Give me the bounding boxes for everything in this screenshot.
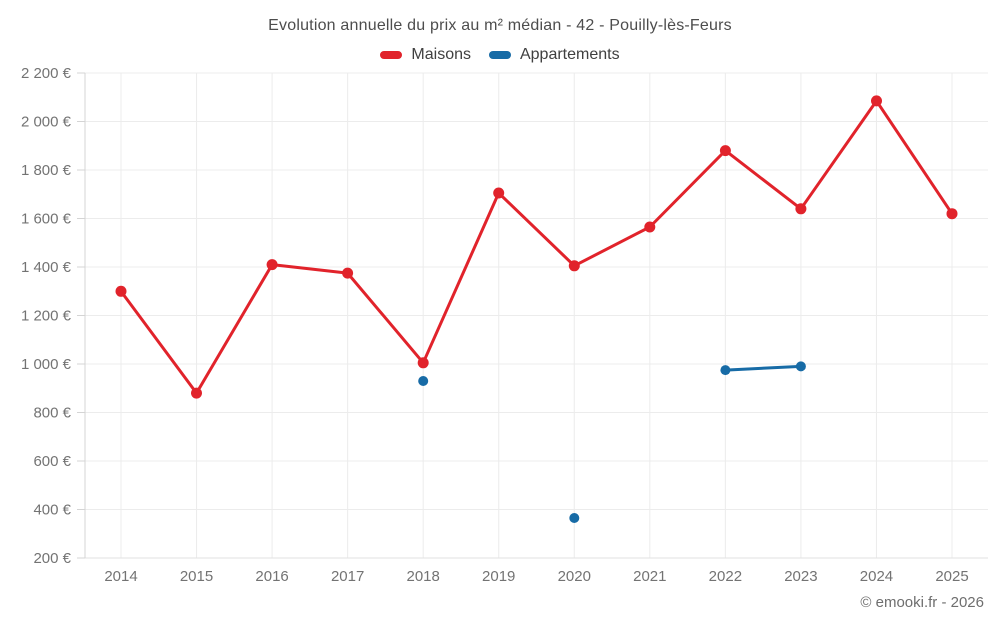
maisons-point-2022[interactable] <box>719 145 731 157</box>
x-tick-label: 2018 <box>406 568 439 585</box>
copyright-footer: © emooki.fr - 2026 <box>860 594 984 611</box>
appartements-line <box>723 364 803 372</box>
maisons-point-2023[interactable] <box>795 203 807 215</box>
y-tick-label: 1 800 € <box>21 162 72 179</box>
y-tick-label: 400 € <box>33 502 71 519</box>
x-tick-label: 2014 <box>104 568 137 585</box>
maisons-point-2017[interactable] <box>342 267 354 279</box>
maisons-point-2018[interactable] <box>417 357 429 369</box>
x-tick-label: 2021 <box>633 568 666 585</box>
y-tick-label: 200 € <box>33 550 71 567</box>
x-tick-label: 2019 <box>482 568 515 585</box>
x-tick-label: 2017 <box>331 568 364 585</box>
appartements-point-2022[interactable] <box>720 365 731 376</box>
maisons-point-2016[interactable] <box>266 259 278 271</box>
x-tick-label: 2023 <box>784 568 817 585</box>
appartements-point-2023[interactable] <box>795 361 806 372</box>
maisons-point-2019[interactable] <box>493 187 505 199</box>
y-tick-label: 800 € <box>33 405 71 422</box>
y-tick-label: 2 000 € <box>21 114 72 131</box>
maisons-swatch-icon <box>380 51 403 59</box>
x-tick-label: 2024 <box>860 568 893 585</box>
x-tick-label: 2016 <box>255 568 288 585</box>
y-tick-label: 2 200 € <box>21 65 72 82</box>
x-tick-label: 2015 <box>180 568 213 585</box>
appartements-point-2018[interactable] <box>418 376 429 386</box>
legend-label-appartements: Appartements <box>519 46 620 63</box>
maisons-point-2025[interactable] <box>946 208 958 220</box>
y-tick-label: 1 400 € <box>21 259 72 276</box>
y-tick-label: 600 € <box>33 453 71 470</box>
y-tick-label: 1 600 € <box>21 211 72 228</box>
appartements-point-2020[interactable] <box>569 513 580 523</box>
maisons-point-2024[interactable] <box>871 95 882 107</box>
x-tick-label: 2020 <box>558 568 591 585</box>
chart-legend: Maisons Appartements <box>0 46 1000 64</box>
legend-item-appartements[interactable]: Appartements <box>488 46 620 64</box>
maisons-point-2015[interactable] <box>191 387 202 399</box>
x-tick-label: 2025 <box>935 568 968 585</box>
legend-label-maisons: Maisons <box>411 46 471 63</box>
maisons-point-2020[interactable] <box>568 260 580 272</box>
y-tick-label: 1 000 € <box>21 356 72 373</box>
legend-item-maisons[interactable]: Maisons <box>380 46 471 64</box>
maisons-point-2021[interactable] <box>644 221 656 233</box>
maisons-point-2014[interactable] <box>115 285 127 297</box>
appartements-swatch-icon <box>488 51 511 59</box>
maisons-line <box>119 99 954 395</box>
y-tick-label: 1 200 € <box>21 308 72 325</box>
chart-title: Evolution annuelle du prix au m² médian … <box>268 17 732 34</box>
x-tick-label: 2022 <box>709 568 742 585</box>
